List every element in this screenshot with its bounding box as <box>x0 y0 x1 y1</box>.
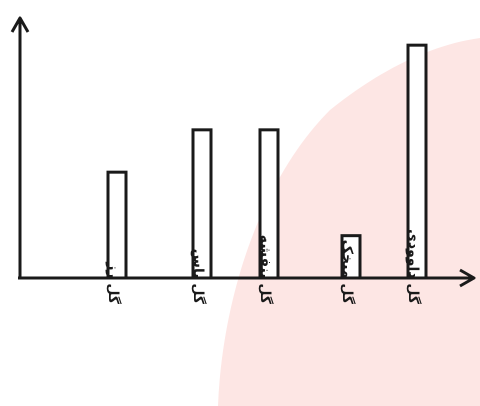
axes <box>10 16 476 288</box>
bar <box>191 128 213 280</box>
category-label: گل رز <box>105 261 122 304</box>
bar <box>106 170 128 280</box>
category-label: گل یاس <box>190 249 207 305</box>
y-axis-arrow-icon <box>10 16 30 33</box>
category-labels: گل رز گل یاس گل بنفشه گل میخک گل داوودی <box>105 229 422 305</box>
background-shape <box>218 38 480 406</box>
category-label: گل میخک <box>339 240 356 305</box>
category-label: گل بنفشه <box>257 235 274 305</box>
bar <box>406 43 428 280</box>
bar <box>340 234 362 280</box>
category-label: گل داوودی <box>405 229 422 305</box>
bar <box>258 128 280 280</box>
x-axis-arrow-icon <box>459 268 476 288</box>
bars <box>106 43 428 280</box>
